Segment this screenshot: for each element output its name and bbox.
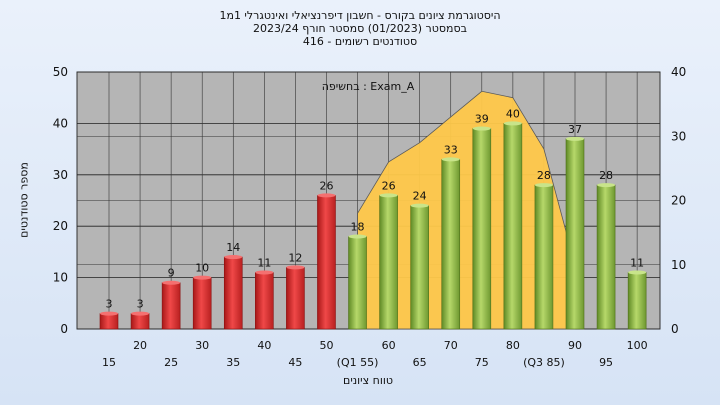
x-tick-label: 100 (627, 339, 648, 352)
y2-tick-label: 30 (671, 129, 686, 143)
bar (534, 184, 554, 330)
data-label: 24 (413, 190, 427, 203)
data-label: 26 (319, 179, 333, 192)
y-tick-label: 10 (53, 271, 68, 285)
x-tick-label: 25 (164, 356, 178, 369)
data-label: 9 (168, 267, 175, 280)
x-tick-label: 50 (319, 339, 333, 352)
bar (410, 205, 429, 330)
bar (348, 236, 367, 330)
x-tick-label: 70 (444, 339, 458, 352)
bar-top (224, 255, 243, 260)
data-label: 26 (382, 179, 396, 192)
bar-top (503, 121, 522, 126)
x-tick-label: 90 (568, 339, 582, 352)
bar-top (348, 234, 367, 239)
data-label: 18 (351, 220, 365, 233)
data-label: 28 (599, 169, 613, 182)
chart-title: היסטוגרמת ציונים בקורס - חשבון דיפרנציאל… (0, 9, 720, 48)
y2-tick-label: 0 (671, 322, 679, 336)
x-axis-label: טווח ציונים (343, 374, 393, 387)
x-tick-label: 80 (506, 339, 520, 352)
bar-top (286, 265, 305, 270)
data-label: 37 (568, 123, 582, 136)
y-tick-label: 40 (53, 116, 68, 130)
bar (161, 282, 181, 330)
bar-top (193, 275, 212, 280)
bar-top (317, 193, 336, 198)
bar (627, 272, 647, 330)
x-tick-label: 75 (475, 356, 489, 369)
bar-top (255, 270, 274, 275)
data-label: 3 (137, 298, 144, 311)
x-tick-label: 65 (413, 356, 427, 369)
bar (441, 159, 461, 330)
bar (130, 313, 150, 330)
bar (596, 184, 616, 330)
data-label: 28 (537, 169, 551, 182)
data-label: 11 (630, 256, 644, 269)
x-tick-label: 60 (382, 339, 396, 352)
bar-top (162, 280, 181, 285)
bar (255, 272, 274, 330)
title-line-2: בסמסטר (01/2023) סמסטר חורף 2023/24 (253, 22, 467, 35)
y-axis-label: מספר סטודנטים (17, 162, 31, 238)
annotation-label: בחשיפה : Exam_A (322, 80, 415, 93)
bar (99, 313, 119, 330)
x-tick-label: 45 (288, 356, 302, 369)
bar-top (597, 183, 616, 188)
x-tick-label: 30 (195, 339, 209, 352)
data-label: 3 (106, 298, 113, 311)
bar-top (131, 311, 150, 316)
bar (223, 256, 243, 330)
bar (379, 195, 398, 330)
y2-tick-label: 40 (671, 65, 686, 79)
bar-top (441, 157, 460, 162)
x-tick-label: (Q1 55) (337, 356, 379, 369)
y-tick-label: 30 (53, 168, 68, 182)
data-label: 12 (288, 251, 302, 264)
y2-tick-label: 10 (671, 258, 686, 272)
bar (472, 128, 492, 330)
y2-tick-label: 20 (671, 194, 686, 208)
data-label: 10 (195, 262, 209, 275)
y-tick-label: 0 (60, 322, 68, 336)
bar (192, 277, 212, 330)
bar-top (379, 193, 398, 198)
data-label: 14 (226, 241, 240, 254)
bar-top (628, 270, 647, 275)
x-tick-label: (Q3 85) (523, 356, 565, 369)
y-tick-label: 50 (53, 65, 68, 79)
title-line-3: סטודנטים רשומים - 416 (302, 35, 418, 48)
bar (286, 267, 305, 330)
data-label: 40 (506, 107, 520, 120)
x-tick-label: 15 (102, 356, 116, 369)
data-label: 33 (444, 143, 458, 156)
bar (503, 123, 523, 330)
bar-top (566, 136, 584, 141)
x-tick-label: 40 (257, 339, 271, 352)
bar (317, 195, 336, 330)
title-line-1: היסטוגרמת ציונים בקורס - חשבון דיפרנציאל… (219, 9, 501, 22)
bar-top (472, 126, 491, 131)
bar (565, 138, 585, 330)
bar-top (100, 311, 118, 316)
data-label: 11 (257, 256, 271, 269)
data-label: 39 (475, 113, 489, 126)
bar-top (534, 183, 553, 188)
y-tick-label: 20 (53, 219, 68, 233)
x-tick-label: 35 (226, 356, 240, 369)
x-tick-label: 20 (133, 339, 147, 352)
x-tick-label: 95 (599, 356, 613, 369)
bar-top (410, 203, 429, 208)
